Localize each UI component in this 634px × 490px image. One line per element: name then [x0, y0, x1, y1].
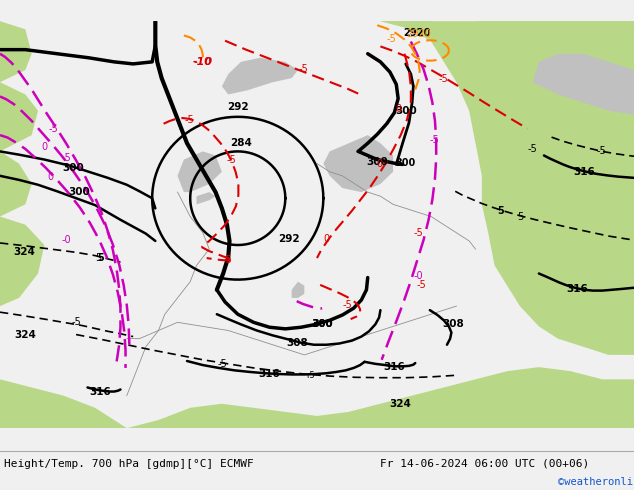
Text: 316: 316 [259, 369, 280, 379]
Text: 324: 324 [390, 399, 411, 409]
Text: 5: 5 [95, 253, 101, 263]
Text: 292: 292 [227, 101, 249, 112]
Polygon shape [380, 21, 431, 29]
Text: 0: 0 [376, 159, 382, 169]
Polygon shape [127, 367, 634, 428]
Text: -5: -5 [387, 34, 397, 45]
Text: 300: 300 [311, 319, 333, 329]
Text: 300: 300 [396, 158, 416, 168]
Text: 300: 300 [312, 319, 332, 329]
Text: -0: -0 [413, 270, 424, 281]
Text: 292: 292 [278, 234, 299, 244]
Text: -5: -5 [439, 74, 449, 84]
Text: 324: 324 [15, 330, 36, 340]
Text: 324: 324 [13, 247, 35, 257]
Text: Height/Temp. 700 hPa [gdmp][°C] ECMWF: Height/Temp. 700 hPa [gdmp][°C] ECMWF [4, 459, 254, 468]
Text: 0: 0 [323, 234, 330, 244]
Text: 316: 316 [574, 167, 595, 177]
Text: 300: 300 [366, 157, 388, 167]
Text: 0: 0 [395, 104, 401, 114]
Text: 316: 316 [566, 284, 588, 294]
Text: -10: -10 [193, 57, 213, 67]
Text: -5: -5 [298, 64, 308, 74]
Text: -5: -5 [222, 255, 232, 266]
Text: -5: -5 [596, 147, 606, 156]
Text: 2920: 2920 [403, 28, 431, 38]
Text: -5: -5 [217, 359, 227, 369]
Text: -5: -5 [527, 144, 538, 154]
Text: 5: 5 [498, 206, 504, 216]
Text: -10: -10 [194, 57, 212, 67]
Polygon shape [292, 282, 304, 298]
Text: 5: 5 [98, 253, 104, 263]
Text: -5: -5 [342, 300, 353, 310]
Text: -0: -0 [61, 235, 72, 245]
Polygon shape [0, 217, 44, 306]
Text: 5: 5 [517, 212, 523, 221]
Text: r5: r5 [306, 371, 315, 380]
Text: 300: 300 [395, 106, 417, 116]
Text: 2920: 2920 [406, 29, 431, 39]
Text: -5: -5 [429, 135, 439, 145]
Text: Fr 14-06-2024 06:00 UTC (00+06): Fr 14-06-2024 06:00 UTC (00+06) [380, 459, 589, 468]
Text: 308: 308 [443, 319, 464, 329]
Polygon shape [476, 21, 634, 192]
Text: -5: -5 [184, 115, 194, 124]
Text: -5: -5 [417, 280, 427, 290]
Text: 316: 316 [89, 388, 111, 397]
Text: -5: -5 [71, 318, 81, 327]
Text: 0: 0 [48, 172, 54, 182]
Text: 0: 0 [41, 142, 48, 152]
Polygon shape [178, 151, 222, 192]
Text: -5: -5 [413, 228, 424, 238]
Polygon shape [222, 58, 298, 95]
Text: -5: -5 [49, 124, 59, 134]
Text: 316: 316 [384, 362, 405, 372]
Polygon shape [0, 379, 127, 428]
Text: -5: -5 [61, 152, 72, 163]
Text: 300: 300 [62, 163, 84, 172]
Polygon shape [533, 54, 634, 115]
Text: 300: 300 [68, 187, 90, 197]
Polygon shape [0, 82, 38, 151]
Text: 284: 284 [230, 138, 252, 148]
Polygon shape [0, 151, 32, 217]
Polygon shape [323, 135, 393, 192]
Polygon shape [197, 192, 216, 204]
Polygon shape [0, 21, 32, 82]
Text: 308: 308 [286, 338, 307, 348]
Polygon shape [380, 21, 634, 355]
Text: -5: -5 [226, 155, 236, 165]
Text: ©weatheronline.co.uk: ©weatheronline.co.uk [558, 477, 634, 487]
